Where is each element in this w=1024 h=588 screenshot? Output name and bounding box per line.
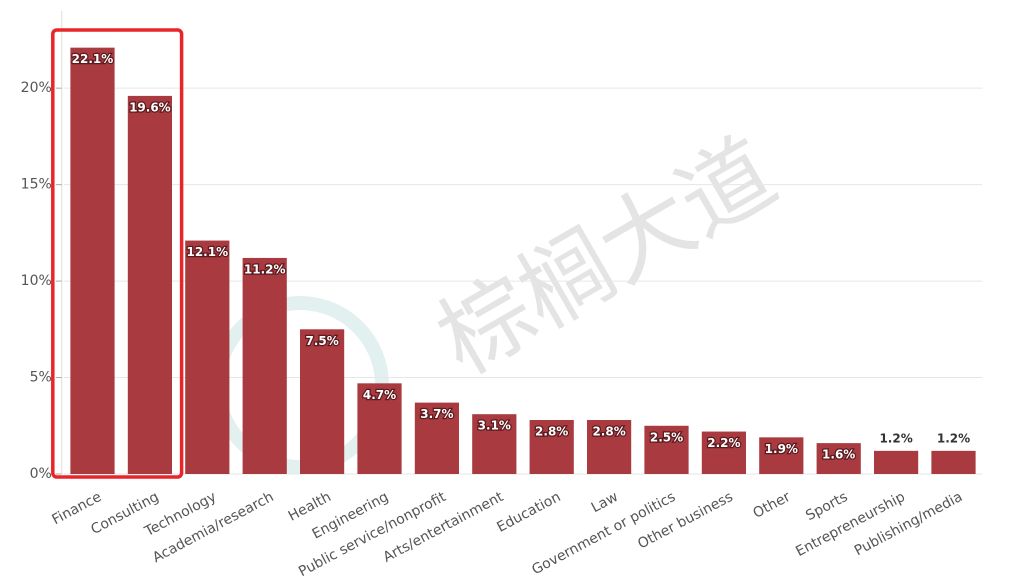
- watermark-logo: [211, 296, 389, 474]
- value-label: 12.1%: [186, 245, 228, 259]
- value-label: 1.2%: [879, 431, 912, 445]
- bar: [587, 419, 632, 474]
- bar: [414, 402, 459, 474]
- value-label: 1.6%: [822, 448, 855, 462]
- value-label: 2.8%: [535, 424, 568, 438]
- x-tick-label: Other business: [635, 489, 735, 553]
- bar: [701, 431, 746, 474]
- bar: [185, 240, 230, 474]
- x-tick-label: Law: [589, 489, 621, 516]
- value-label: 11.2%: [244, 262, 286, 276]
- bar: [242, 257, 287, 474]
- bar: [357, 383, 402, 474]
- x-tick-label: Education: [494, 489, 563, 536]
- bar: [529, 419, 574, 474]
- value-label: 7.5%: [305, 334, 338, 348]
- x-tick-label: Publishing/media: [852, 489, 965, 559]
- value-label: 4.7%: [363, 388, 396, 402]
- y-tick-label: 10%: [21, 273, 52, 289]
- value-label: 2.2%: [707, 436, 740, 450]
- bar: [70, 47, 115, 474]
- bar: [931, 450, 976, 474]
- bar: [816, 443, 861, 474]
- y-tick-label: 5%: [30, 370, 52, 386]
- value-label: 1.9%: [765, 442, 798, 456]
- y-tick-label: 20%: [21, 80, 52, 96]
- x-tick-label: Other: [750, 489, 793, 522]
- bar: [874, 450, 919, 474]
- y-tick-label: 0%: [30, 466, 52, 482]
- bar: [127, 95, 172, 474]
- value-label: 2.8%: [592, 424, 625, 438]
- value-label: 2.5%: [650, 430, 683, 444]
- highlight-box: [51, 28, 184, 479]
- bar: [759, 437, 804, 474]
- value-label: 3.7%: [420, 407, 453, 421]
- value-label: 1.2%: [937, 431, 970, 445]
- bar: [644, 425, 689, 474]
- value-label: 22.1%: [72, 52, 114, 66]
- bar: [300, 329, 345, 474]
- bar: [472, 414, 517, 474]
- watermark: 棕榈大道: [421, 118, 793, 395]
- y-tick-label: 15%: [21, 177, 52, 193]
- value-label: 3.1%: [478, 419, 511, 433]
- value-label: 19.6%: [129, 100, 171, 114]
